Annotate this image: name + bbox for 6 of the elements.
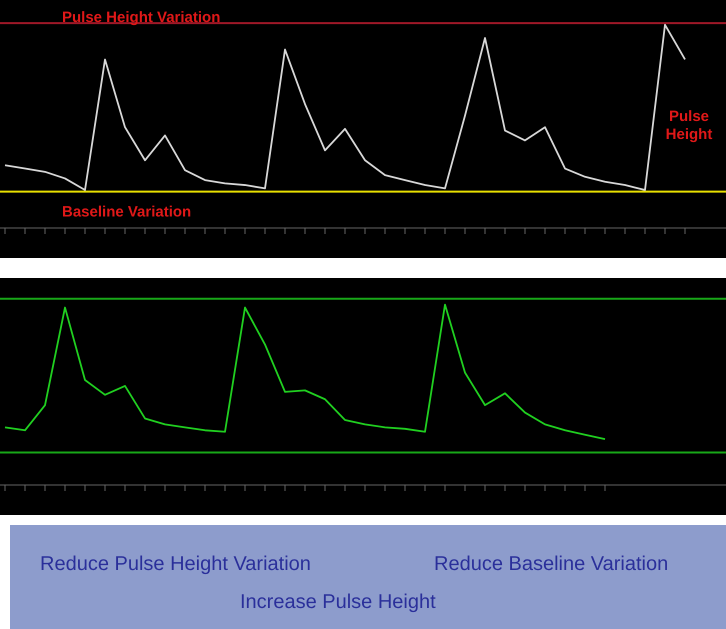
ref-line-label: Baseline Variation (62, 204, 192, 221)
text: Increase Pulse Height (240, 591, 436, 614)
text: Reduce Baseline Variation (434, 553, 668, 576)
text: Reduce Pulse Height Variation (40, 553, 311, 576)
annotation: Pulse Height (664, 108, 714, 144)
ref-line-label: Pulse Height Variation (62, 8, 220, 26)
